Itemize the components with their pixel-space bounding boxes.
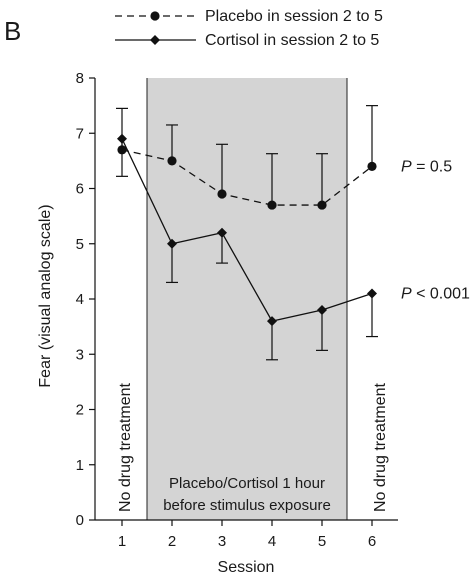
right-side-label: No drug treatment (372, 382, 389, 512)
p-value-label: P = 0.5 (401, 158, 452, 175)
legend-marker (150, 35, 160, 45)
p-value-label: P < 0.001 (401, 285, 470, 302)
y-tick-label: 5 (76, 236, 84, 253)
series-line (121, 138, 373, 322)
data-point (167, 238, 177, 249)
series-cortisol (116, 133, 378, 361)
y-tick-label: 8 (76, 70, 84, 87)
panel-letter: B (4, 16, 21, 46)
legend-marker (150, 11, 160, 21)
y-tick-label: 2 (76, 402, 84, 419)
x-tick-label: 5 (318, 533, 326, 550)
data-point (317, 305, 327, 316)
data-point (267, 200, 277, 210)
left-side-label: No drug treatment (117, 382, 134, 512)
x-tick-label: 4 (268, 533, 276, 550)
y-axis-label: Fear (visual analog scale) (37, 204, 54, 387)
legend-label: Cortisol in session 2 to 5 (205, 32, 379, 49)
data-point (367, 288, 377, 299)
y-tick-label: 3 (76, 346, 84, 363)
series-line (121, 149, 373, 206)
data-point (217, 227, 227, 238)
data-point (117, 133, 127, 144)
data-point (267, 316, 277, 327)
annotations: P = 0.5 P < 0.001 (401, 158, 470, 302)
series-layer (116, 105, 378, 361)
shaded-region-label-line: before stimulus exposure (163, 497, 331, 514)
y-tick-label: 4 (76, 291, 84, 308)
y-tick-label: 0 (76, 512, 84, 529)
x-axis-label: Session (218, 559, 275, 576)
shaded-region-rect (147, 78, 347, 520)
data-point (167, 156, 177, 166)
data-point (317, 200, 327, 210)
y-tick-label: 1 (76, 457, 84, 474)
data-point (217, 189, 227, 199)
axes: 0 1 2 3 4 5 6 7 8 1 2 3 4 5 6 (76, 70, 398, 550)
shaded-region-label-line: Placebo/Cortisol 1 hour (169, 475, 325, 492)
x-tick-label: 1 (118, 533, 126, 550)
y-tick-label: 6 (76, 181, 84, 198)
legend-label: Placebo in session 2 to 5 (205, 8, 383, 25)
legend: Placebo in session 2 to 5 Cortisol in ses… (115, 8, 383, 49)
x-tick-label: 6 (368, 533, 376, 550)
shaded-region: Placebo/Cortisol 1 hour before stimulus e… (117, 78, 389, 520)
x-tick-label: 2 (168, 533, 176, 550)
y-tick-label: 7 (76, 125, 84, 142)
x-tick-label: 3 (218, 533, 226, 550)
data-point (367, 161, 377, 171)
